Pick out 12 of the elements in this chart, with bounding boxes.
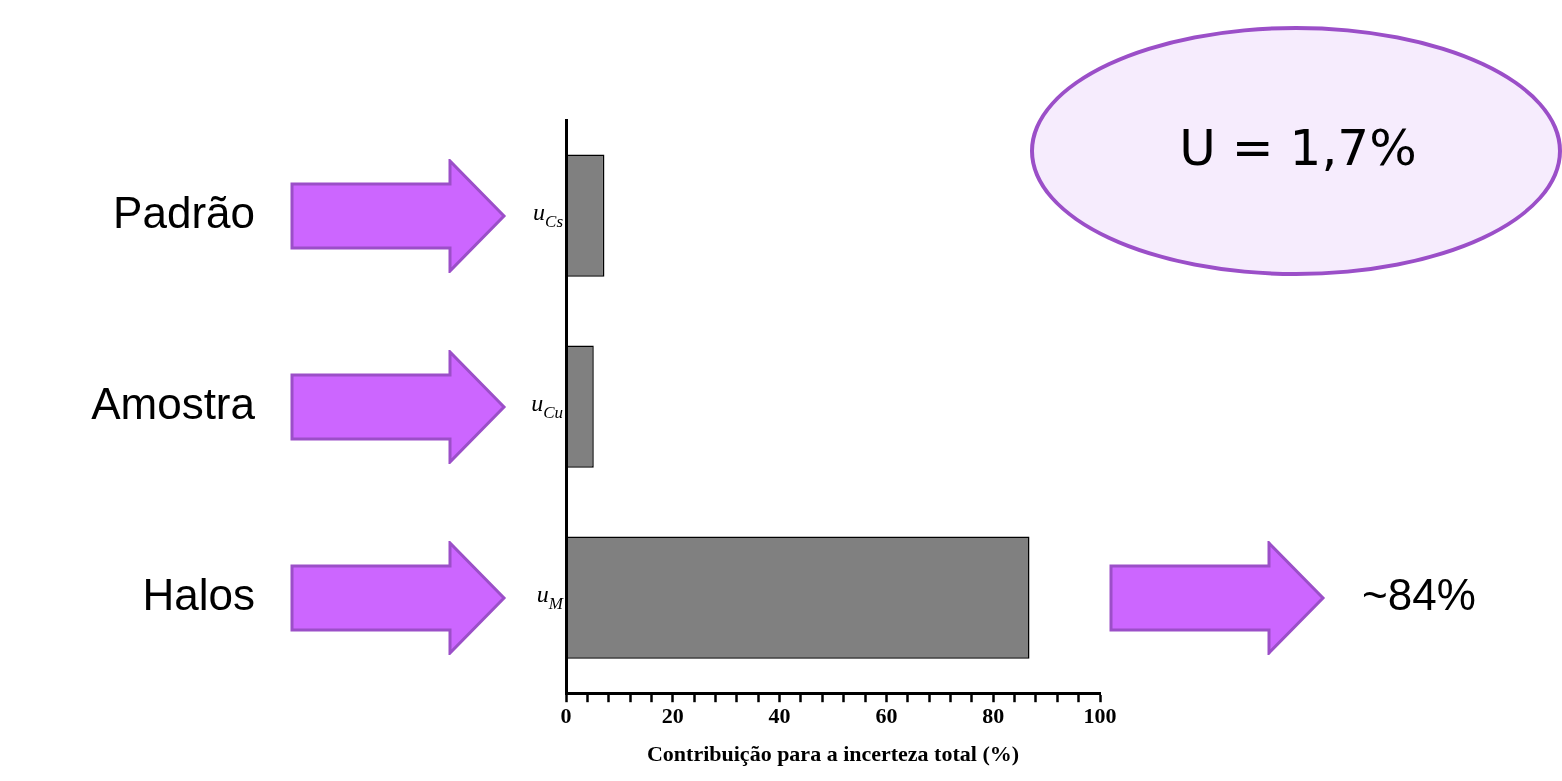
text: Halos — [142, 569, 255, 619]
text: Padrão — [113, 187, 255, 237]
x-tick-label: 80 — [982, 703, 1005, 729]
x-tick-label: 100 — [1083, 703, 1117, 729]
x-tick-label: 20 — [661, 703, 684, 729]
text: Amostra — [91, 378, 256, 428]
text: ~84% — [1362, 569, 1476, 619]
x-tick-label: 40 — [768, 703, 791, 729]
x-tick-label: 0 — [560, 703, 572, 729]
x-tick-label: 60 — [875, 703, 898, 729]
text: U = 1,7% — [1179, 118, 1417, 177]
x-axis-title: Contribuição para a incerteza total (%) — [646, 741, 1020, 767]
